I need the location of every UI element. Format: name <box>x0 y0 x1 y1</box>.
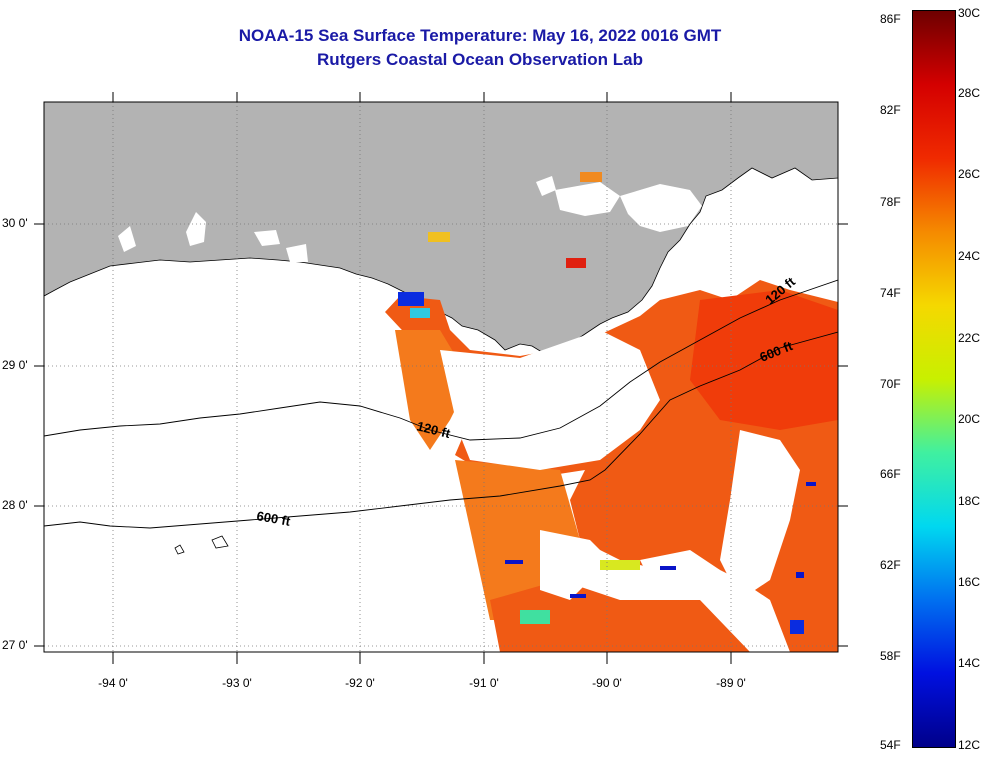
land-mass <box>44 102 838 355</box>
y-tick-label: 30 0' <box>2 216 28 230</box>
colorbar-c-label: 22C <box>958 331 981 345</box>
colorbar-c-label: 24C <box>958 249 981 263</box>
colorbar-f-label: 78F <box>880 195 901 209</box>
colorbar-f-label: 82F <box>880 103 901 117</box>
colorbar-c-label: 14C <box>958 656 981 670</box>
x-tick-label: -93 0' <box>222 676 252 690</box>
colorbar-c-label: 26C <box>958 167 981 181</box>
colorbar-c-label: 20C <box>958 412 981 426</box>
colorbar-c-label: 18C <box>958 494 981 508</box>
colorbar-c-label: 28C <box>958 86 981 100</box>
map-subtitle: Rutgers Coastal Ocean Observation Lab <box>317 50 643 69</box>
colorbar-f-label: 62F <box>880 558 901 572</box>
y-tick-label: 28 0' <box>2 498 28 512</box>
colorbar-f-label: 58F <box>880 649 901 663</box>
contour-600ft <box>44 331 838 529</box>
y-tick-label: 27 0' <box>2 638 28 652</box>
y-tick-label: 29 0' <box>2 358 28 372</box>
colorbar-c-label: 12C <box>958 738 981 752</box>
contour-label-600-lower: 600 ft <box>255 508 292 529</box>
colorbar-f-label: 66F <box>880 467 901 481</box>
colorbar-f-label: 86F <box>880 12 901 26</box>
colorbar-c-label: 16C <box>958 575 981 589</box>
colorbar-f-label: 54F <box>880 738 901 752</box>
x-tick-label: -94 0' <box>98 676 128 690</box>
colorbar-f-label: 70F <box>880 377 901 391</box>
x-tick-label: -90 0' <box>592 676 622 690</box>
x-tick-label: -89 0' <box>716 676 746 690</box>
map-title: NOAA-15 Sea Surface Temperature: May 16,… <box>238 26 722 45</box>
colorbar-f-label: 74F <box>880 286 901 300</box>
temperature-colorbar <box>912 10 956 748</box>
x-tick-label: -92 0' <box>345 676 375 690</box>
x-tick-label: -91 0' <box>469 676 499 690</box>
axis-ticks <box>34 92 848 664</box>
colorbar-c-label: 30C <box>958 6 981 20</box>
contour-120ft <box>44 279 838 441</box>
